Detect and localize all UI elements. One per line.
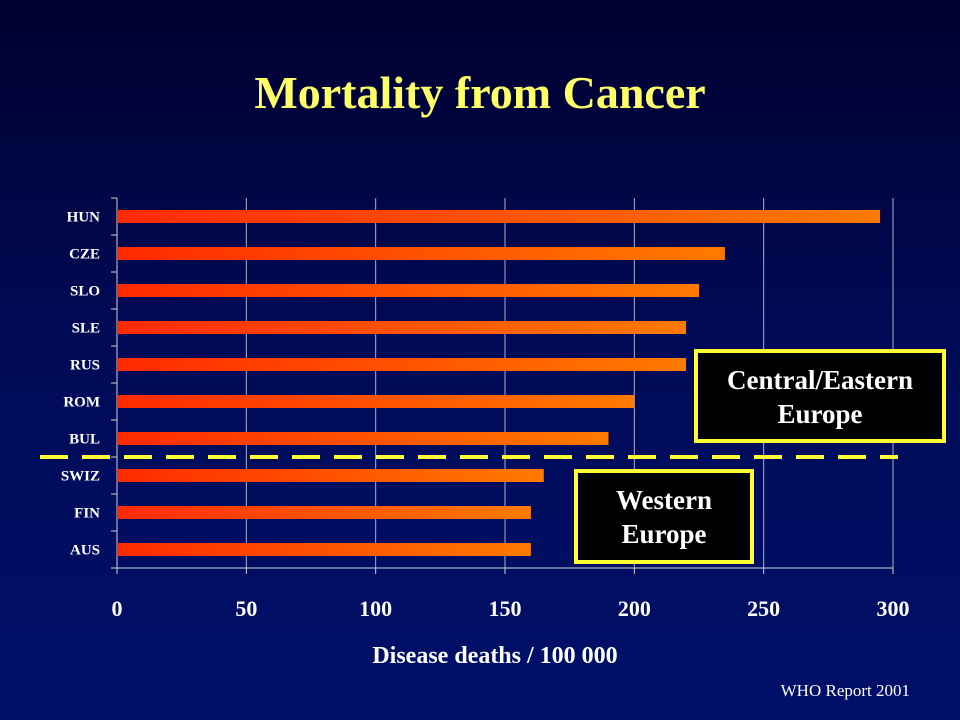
x-tick-label: 150 [489,596,522,621]
x-axis-label: Disease deaths / 100 000 [372,643,617,669]
x-tick-label: 300 [877,596,910,621]
x-tick-label: 250 [747,596,780,621]
central-eastern-line-2: Europe [777,399,863,429]
bar-aus [117,543,531,556]
bar-fin [117,506,531,519]
x-tick-label: 50 [235,596,257,621]
y-category-label: ROM [63,395,100,411]
bar-swiz [117,469,544,482]
y-category-label: HUN [67,210,101,226]
chart-title: Mortality from Cancer [254,67,706,118]
y-category-label: CZE [69,247,100,263]
source-note: WHO Report 2001 [780,681,910,700]
x-tick-label: 100 [359,596,392,621]
y-category-label: SWIZ [61,469,100,485]
bar-sle [117,321,687,334]
western-europe-label: Western Europe [574,469,754,564]
western-line-2: Europe [621,519,707,549]
western-line-1: Western [616,485,712,515]
y-category-label: SLO [70,284,100,300]
y-category-label: FIN [74,506,100,522]
central-eastern-line-1: Central/Eastern [727,365,913,395]
y-category-label: BUL [69,432,100,448]
bar-slo [117,284,699,297]
y-category-label: AUS [70,543,100,559]
bar-rom [117,395,635,408]
central-eastern-europe-label: Central/Eastern Europe [694,349,946,443]
x-tick-label: 0 [112,596,123,621]
y-category-label: RUS [70,358,100,374]
bar-bul [117,432,609,445]
bar-rus [117,358,687,371]
bar-hun [117,210,881,223]
bar-cze [117,247,725,260]
y-category-label: SLE [72,321,100,337]
x-tick-label: 200 [618,596,651,621]
